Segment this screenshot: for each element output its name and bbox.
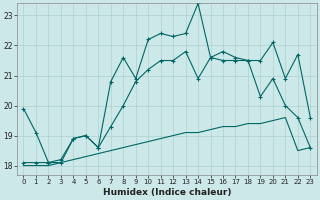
X-axis label: Humidex (Indice chaleur): Humidex (Indice chaleur) (103, 188, 231, 197)
